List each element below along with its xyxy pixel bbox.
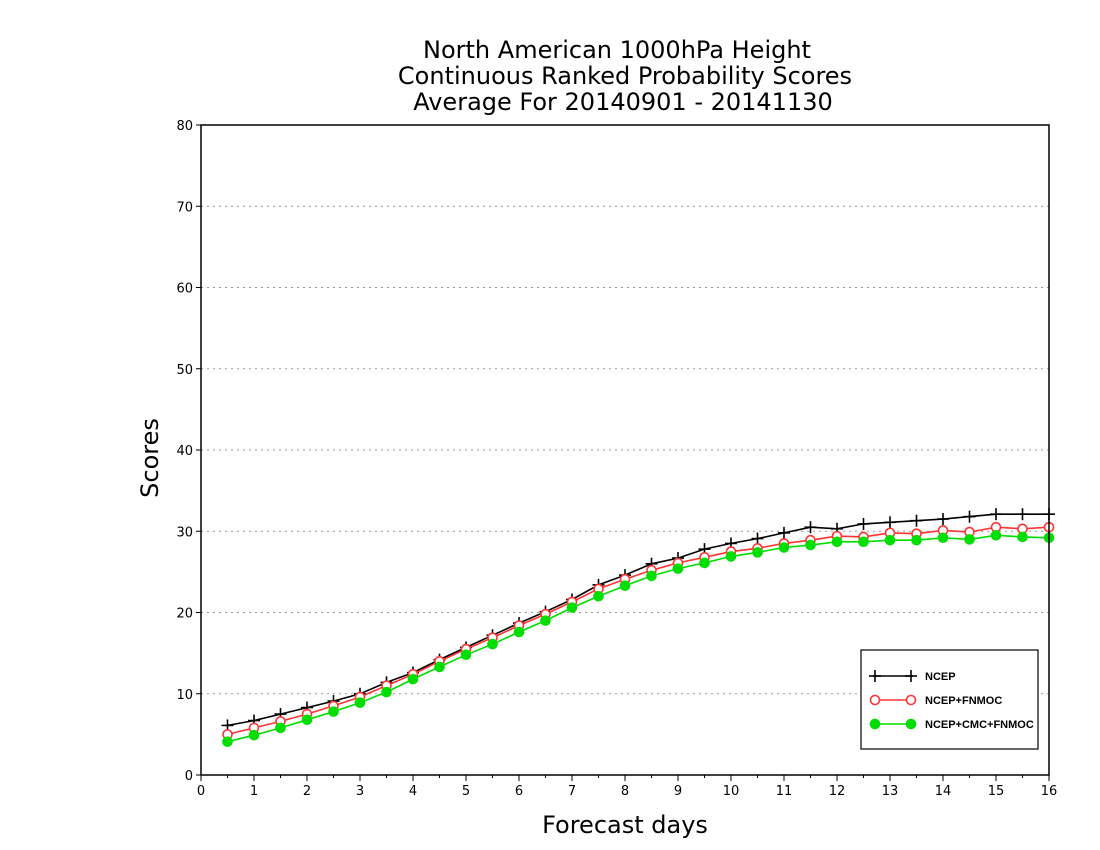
data-point <box>805 539 816 551</box>
data-point <box>884 534 896 546</box>
grid <box>201 205 1049 695</box>
data-point <box>990 530 1002 541</box>
x-tick-label: 15 <box>988 784 1005 799</box>
legend-label: NCEP <box>925 671 956 683</box>
data-point <box>804 521 817 534</box>
data-point <box>905 670 917 682</box>
data-point <box>672 563 684 574</box>
data-point <box>858 536 869 548</box>
x-tick-label: 5 <box>462 784 470 799</box>
x-tick-label: 9 <box>674 784 682 799</box>
data-point <box>328 706 339 717</box>
y-tick-label: 20 <box>176 607 193 622</box>
series-3 <box>222 530 1055 747</box>
x-tick-label: 13 <box>882 784 899 799</box>
x-tick-label: 3 <box>356 784 364 799</box>
data-point <box>778 542 790 553</box>
legend-label: NCEP+FNMOC <box>925 695 1002 707</box>
data-point <box>1016 508 1029 521</box>
y-tick-label: 40 <box>176 444 193 459</box>
legend-entry: NCEP+FNMOC <box>869 694 1002 707</box>
data-point <box>884 516 896 529</box>
data-point <box>905 694 917 706</box>
data-point <box>381 686 392 698</box>
x-tick-label: 12 <box>829 784 846 799</box>
title-line-2: Continuous Ranked Probability Scores <box>398 62 852 90</box>
y-tick-label: 0 <box>185 769 193 784</box>
data-point <box>699 557 710 569</box>
data-point <box>869 718 881 730</box>
data-point <box>905 718 917 730</box>
data-point <box>857 517 870 530</box>
x-tick-label: 4 <box>409 784 417 799</box>
x-tick-label: 16 <box>1041 784 1058 799</box>
legend-entry: NCEP+CMC+FNMOC <box>869 718 1034 731</box>
y-tick-label: 10 <box>176 688 193 703</box>
data-point <box>964 534 975 545</box>
series-layer <box>221 508 1055 747</box>
data-point <box>751 532 764 545</box>
data-point <box>619 580 631 591</box>
plot-frame <box>200 124 1050 776</box>
x-tick-label: 6 <box>515 784 523 799</box>
data-point <box>869 670 881 682</box>
data-point <box>487 638 498 650</box>
data-point <box>869 694 881 706</box>
title-line-1: North American 1000hPa Height <box>423 36 811 64</box>
x-axis-label: Forecast days <box>542 811 708 839</box>
data-point <box>910 514 923 527</box>
x-tick-label: 2 <box>303 784 311 799</box>
y-tick-label: 30 <box>176 525 193 540</box>
data-point <box>1017 531 1028 543</box>
x-tick-label: 10 <box>723 784 740 799</box>
data-point <box>646 570 657 582</box>
x-tick-label: 7 <box>568 784 576 799</box>
x-tick-label: 14 <box>935 784 952 799</box>
data-point <box>222 736 233 747</box>
x-tick-label: 11 <box>776 784 793 799</box>
data-point <box>248 729 260 741</box>
legend-label: NCEP+CMC+FNMOC <box>925 719 1034 731</box>
data-point <box>937 532 949 544</box>
y-axis-label: Scores <box>136 418 164 498</box>
data-point <box>593 590 604 602</box>
x-tick-label: 8 <box>621 784 629 799</box>
data-point <box>354 697 366 708</box>
data-point <box>937 513 949 526</box>
x-tick-label: 1 <box>250 784 258 799</box>
y-tick-label: 60 <box>176 282 193 297</box>
x-tick-label: 0 <box>197 784 205 799</box>
title-line-3: Average For 20140901 - 20141130 <box>413 88 833 116</box>
legend: NCEP NCEP+FNMOC NCEP+CMC+FNMOC <box>860 649 1039 750</box>
data-point <box>725 551 737 562</box>
data-point <box>990 508 1002 521</box>
data-point <box>301 714 313 726</box>
data-point <box>752 547 763 558</box>
y-tick-label: 70 <box>176 200 193 215</box>
data-point <box>778 526 790 539</box>
legend-entry: NCEP <box>869 670 956 683</box>
data-point <box>963 510 976 523</box>
data-point <box>540 615 551 626</box>
data-point <box>566 602 578 613</box>
data-point <box>460 649 472 661</box>
data-point <box>275 722 286 734</box>
chart-title: North American 1000hPa Height Continuous… <box>398 36 852 116</box>
data-point <box>434 661 445 673</box>
data-point <box>911 534 922 546</box>
y-tick-label: 50 <box>176 363 193 378</box>
data-point <box>407 673 419 685</box>
y-tick-label: 80 <box>176 119 193 134</box>
data-point <box>831 536 843 548</box>
data-point <box>513 626 525 638</box>
